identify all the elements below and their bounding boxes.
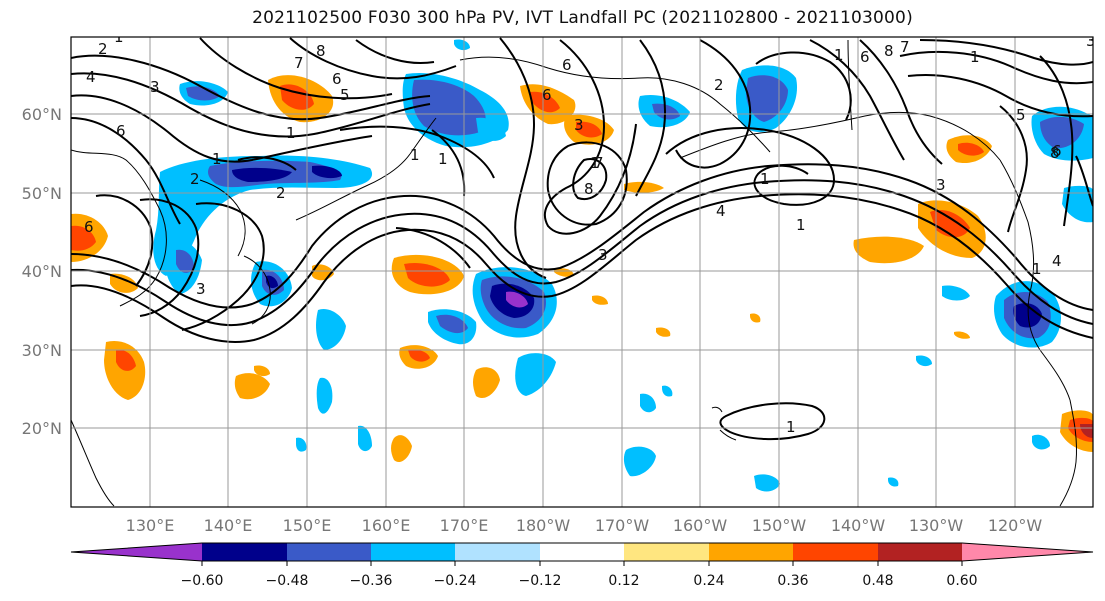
colorbar-bin (371, 543, 455, 561)
colorbar-bin (624, 543, 709, 561)
contour-label: 6 (84, 218, 94, 236)
contour-label: 4 (716, 202, 726, 220)
contour-label: 1 (438, 150, 448, 168)
contour-label: 5 (1016, 106, 1026, 124)
contour-label: 2 (98, 40, 108, 58)
grid-lines (71, 37, 1093, 507)
lon-label: 140°W (831, 516, 886, 535)
colorbar-tick-label: 0.36 (777, 573, 808, 589)
lon-label: 150°W (752, 516, 807, 535)
lon-label: 130°W (909, 516, 964, 535)
lon-label: 150°E (283, 516, 332, 535)
colorbar-bin (878, 543, 962, 561)
lat-label: 60°N (22, 105, 62, 124)
contour-label: 2 (714, 76, 724, 94)
lon-label: 160°E (362, 516, 411, 535)
plot-border (70, 36, 1094, 508)
colorbar-extend-max (962, 543, 1093, 561)
contour-label: 4 (1052, 252, 1062, 270)
latitude-labels: 60°N 50°N 40°N 30°N 20°N (22, 105, 62, 438)
contour-label: 1 (786, 418, 796, 436)
contour-label: 1 (212, 150, 222, 168)
colorbar (70, 542, 1094, 566)
contour-label: 3 (1086, 32, 1096, 50)
colorbar-bin (455, 543, 540, 561)
contour-label: 1 (590, 154, 600, 172)
contour-labels: 2 1 4 3 6 8 7 6 5 1 2 3 1 6 1 2 1 6 8 7 … (84, 28, 1096, 436)
positive-pv-patches (71, 75, 1093, 463)
contour-label: 6 (542, 86, 552, 104)
contour-label: 1 (970, 48, 980, 66)
contour-label: 8 (884, 42, 894, 60)
contour-label: 3 (150, 78, 160, 96)
colorbar-tick-label: 0.12 (608, 573, 639, 589)
contour-label: 6 (562, 56, 572, 74)
colorbar-tick-label: 0.60 (946, 573, 977, 589)
lat-label: 50°N (22, 184, 62, 203)
colorbar-bin (793, 543, 878, 561)
colorbar-bin (202, 543, 287, 561)
plot-area (71, 37, 1093, 507)
contour-label: 1 (114, 28, 124, 46)
lon-label: 160°W (673, 516, 728, 535)
coastlines (71, 39, 1077, 507)
contour-label: 6 (116, 122, 126, 140)
contour-label: 4 (86, 68, 96, 86)
contour-label: 8 (1050, 144, 1060, 162)
contour-label: 3 (196, 280, 206, 298)
colorbar-ticks: −0.60 −0.48 −0.36 −0.24 −0.12 0.12 0.24 … (181, 573, 978, 589)
contour-label: 6 (1052, 142, 1062, 160)
colorbar-bin (287, 543, 371, 561)
contour-lines (71, 37, 1093, 441)
contour-label: 7 (900, 38, 910, 56)
contour-label: 3 (598, 246, 608, 264)
contour-label: 7 (594, 154, 604, 172)
contour-label: 1 (1032, 260, 1042, 278)
contour-label: 1 (796, 216, 806, 234)
contour-label: 3 (574, 116, 584, 134)
lat-label: 40°N (22, 262, 62, 281)
lat-label: 30°N (22, 341, 62, 360)
colorbar-tick-label: −0.48 (266, 573, 309, 589)
colorbar-bin (709, 543, 793, 561)
contour-label: 2 (190, 170, 200, 188)
contour-label: 1 (834, 46, 844, 64)
map-title: 2021102500 F030 300 hPa PV, IVT Landfall… (252, 8, 913, 28)
longitude-labels: 130°E 140°E 150°E 160°E 170°E 180°W 170°… (126, 516, 1043, 535)
lon-label: 170°E (440, 516, 489, 535)
lon-label: 130°E (126, 516, 175, 535)
contour-label: 7 (294, 54, 304, 72)
lon-label: 170°W (595, 516, 650, 535)
contour-label: 1 (760, 170, 770, 188)
lat-label: 20°N (22, 419, 62, 438)
colorbar-extend-min (71, 543, 202, 561)
colorbar-bin (540, 543, 624, 561)
contour-label: 1 (286, 124, 296, 142)
lon-label: 120°W (988, 516, 1043, 535)
contour-label: 8 (316, 42, 326, 60)
negative-pv-patches (153, 39, 1093, 492)
contour-label: 6 (332, 70, 342, 88)
colorbar-tick-label: −0.60 (181, 573, 224, 589)
lon-label: 180°W (516, 516, 571, 535)
contour-label: 6 (860, 48, 870, 66)
colorbar-tick-label: 0.48 (862, 573, 893, 589)
colorbar-tick-label: −0.24 (434, 573, 477, 589)
contour-label: 3 (936, 176, 946, 194)
contour-label: 1 (410, 146, 420, 164)
contour-label: 2 (276, 184, 286, 202)
colorbar-tick-label: 0.24 (693, 573, 724, 589)
colorbar-tick-label: −0.12 (519, 573, 562, 589)
contour-label: 5 (340, 86, 350, 104)
contour-label: 8 (584, 180, 594, 198)
colorbar-tick-label: −0.36 (350, 573, 393, 589)
lon-label: 140°E (204, 516, 253, 535)
pv-anomaly-field: 2 1 4 3 6 8 7 6 5 1 2 3 1 6 1 2 1 6 8 7 … (71, 28, 1096, 507)
